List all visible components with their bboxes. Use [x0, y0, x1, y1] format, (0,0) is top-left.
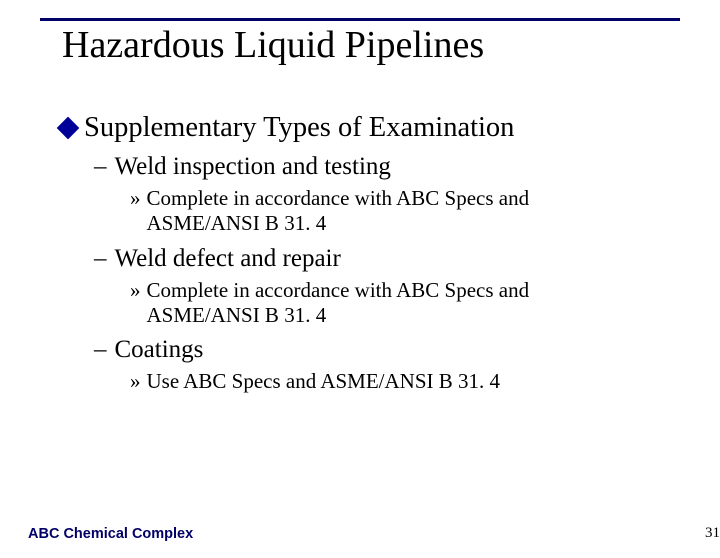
- bullet-level2-text: Coatings: [115, 334, 204, 365]
- bullet-level2: – Coatings: [94, 334, 660, 365]
- bullet-level3: » Complete in accordance with ABC Specs …: [130, 186, 660, 236]
- bullet-level3: » Complete in accordance with ABC Specs …: [130, 278, 660, 328]
- content-area: Supplementary Types of Examination – Wel…: [60, 111, 660, 395]
- slide-number: 31: [705, 525, 720, 542]
- bullet-level2: – Weld inspection and testing: [94, 151, 660, 182]
- dash-icon: –: [94, 151, 107, 182]
- slide: Hazardous Liquid Pipelines Supplementary…: [0, 18, 720, 558]
- bullet-level3-text: Use ABC Specs and ASME/ANSI B 31. 4: [147, 369, 501, 394]
- bullet-level3-text: Complete in accordance with ABC Specs an…: [147, 278, 627, 328]
- raquo-icon: »: [130, 369, 141, 394]
- dash-icon: –: [94, 334, 107, 365]
- bullet-level1: Supplementary Types of Examination: [60, 111, 660, 145]
- bullet-level1-text: Supplementary Types of Examination: [84, 111, 514, 145]
- diamond-bullet-icon: [57, 116, 80, 139]
- raquo-icon: »: [130, 186, 141, 211]
- slide-title: Hazardous Liquid Pipelines: [62, 25, 720, 67]
- dash-icon: –: [94, 243, 107, 274]
- bullet-level2: – Weld defect and repair: [94, 243, 660, 274]
- raquo-icon: »: [130, 278, 141, 303]
- bullet-level2-text: Weld inspection and testing: [115, 151, 391, 182]
- title-rule: [40, 18, 680, 21]
- bullet-level2-text: Weld defect and repair: [115, 243, 341, 274]
- bullet-level3: » Use ABC Specs and ASME/ANSI B 31. 4: [130, 369, 660, 394]
- bullet-level3-text: Complete in accordance with ABC Specs an…: [147, 186, 627, 236]
